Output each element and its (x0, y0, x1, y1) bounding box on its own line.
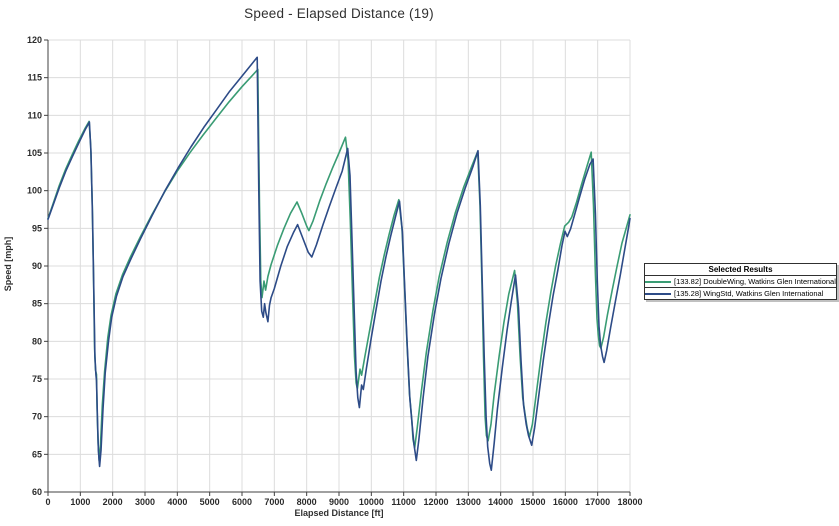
svg-text:11000: 11000 (391, 497, 416, 507)
svg-text:3000: 3000 (135, 497, 155, 507)
svg-text:1000: 1000 (70, 497, 90, 507)
legend-item-label: [135.28] WingStd, Watkins Glen Internati… (674, 289, 824, 298)
svg-text:16000: 16000 (553, 497, 578, 507)
svg-text:7000: 7000 (264, 497, 284, 507)
chart-title: Speed - Elapsed Distance (19) (244, 6, 434, 21)
svg-text:115: 115 (27, 73, 42, 83)
svg-text:12000: 12000 (423, 497, 448, 507)
svg-text:80: 80 (32, 336, 42, 346)
svg-text:5000: 5000 (200, 497, 220, 507)
svg-text:105: 105 (27, 148, 42, 158)
svg-text:6000: 6000 (232, 497, 252, 507)
svg-text:90: 90 (32, 261, 42, 271)
tick-labels: 0 1000 2000 3000 4000 5000 6000 7000 8000 9000 100… (27, 35, 643, 507)
svg-text:85: 85 (32, 299, 42, 309)
svg-text:75: 75 (32, 374, 42, 384)
svg-text:95: 95 (32, 223, 42, 233)
legend-item-label: [133.82] DoubleWing, Watkins Glen Intern… (674, 277, 836, 286)
legend: Selected Results [133.82] DoubleWing, Wa… (644, 263, 837, 300)
series-line-0 (47, 68, 631, 462)
axes (44, 39, 631, 496)
svg-text:17000: 17000 (585, 497, 610, 507)
gridlines (47, 39, 631, 493)
legend-item-doublewing[interactable]: [133.82] DoubleWing, Watkins Glen Intern… (645, 276, 836, 287)
svg-text:8000: 8000 (297, 497, 317, 507)
svg-text:4000: 4000 (167, 497, 187, 507)
svg-text:120: 120 (27, 35, 42, 45)
svg-text:110: 110 (27, 110, 42, 120)
svg-text:13000: 13000 (456, 497, 481, 507)
svg-text:14000: 14000 (488, 497, 513, 507)
svg-text:2000: 2000 (103, 497, 123, 507)
svg-text:10000: 10000 (359, 497, 384, 507)
x-axis-title: Elapsed Distance [ft] (294, 508, 384, 518)
legend-item-wingstd[interactable]: [135.28] WingStd, Watkins Glen Internati… (645, 287, 836, 299)
series-line-1 (47, 56, 631, 472)
series-line-swatch-green (645, 280, 671, 283)
svg-text:15000: 15000 (520, 497, 545, 507)
svg-text:60: 60 (32, 487, 42, 497)
svg-text:65: 65 (32, 449, 42, 459)
svg-text:18000: 18000 (617, 497, 642, 507)
series-line-swatch-blue (645, 292, 671, 295)
y-axis-title: Speed [mph] (3, 236, 13, 292)
svg-text:100: 100 (27, 186, 42, 196)
svg-text:9000: 9000 (329, 497, 349, 507)
legend-title: Selected Results (645, 264, 836, 276)
svg-text:0: 0 (45, 497, 50, 507)
svg-text:70: 70 (32, 412, 42, 422)
